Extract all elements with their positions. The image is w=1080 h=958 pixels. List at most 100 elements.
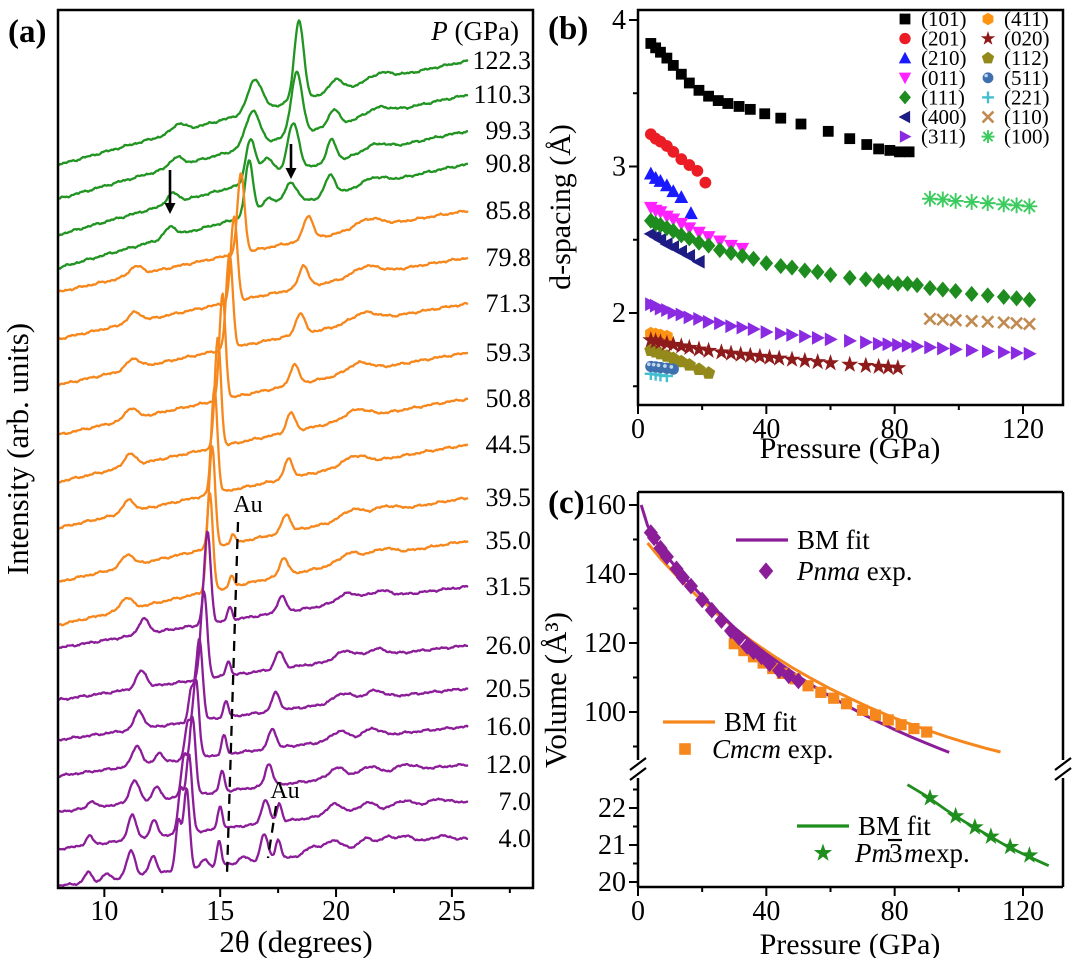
b-x-tick-40: 40 (752, 414, 780, 445)
xrd-curve-44.5 (59, 386, 469, 530)
point-(020) (672, 337, 690, 354)
point-(311) (901, 338, 915, 353)
point-(311) (982, 344, 995, 359)
legend-pnma-fit-label: BM fit (797, 525, 870, 555)
point-(112) (702, 366, 716, 379)
c-y-tick-160: 160 (584, 490, 626, 521)
point-(111) (900, 275, 915, 292)
panel-a-frame (56, 8, 535, 890)
point-(311) (811, 331, 825, 345)
point-(210) (659, 178, 674, 192)
xrd-curve-79.8 (59, 215, 469, 340)
point-(020) (879, 358, 897, 375)
point-(111) (891, 275, 905, 292)
point-(111) (923, 280, 937, 297)
pressure-label-7.0: 7.0 (499, 787, 532, 816)
point-(311) (1023, 346, 1037, 361)
au-guideline-1 (225, 521, 240, 875)
series-(101) (645, 38, 915, 158)
pressure-label-35.0: 35.0 (486, 526, 532, 555)
x-tick-label-20: 20 (322, 896, 350, 927)
point-(100) (1008, 197, 1025, 214)
axis-break-icon (1054, 757, 1072, 771)
point-(020) (712, 343, 730, 360)
point-(111) (773, 258, 788, 275)
legend-marker-(210)-icon (898, 51, 912, 64)
pnma-point (675, 569, 690, 586)
series-(311) (645, 297, 1037, 361)
point-(311) (675, 307, 689, 322)
legend-item-(111): (111) (899, 85, 965, 109)
pnma-point (732, 629, 747, 647)
legend-marker-(411)-icon (982, 12, 994, 26)
b-y-tick-3: 3 (612, 152, 626, 183)
xrd-curve-122.3 (59, 19, 469, 167)
series-(511) (645, 360, 679, 375)
point-(101) (822, 125, 834, 137)
point-(111) (759, 255, 774, 272)
series-(110) (923, 312, 1036, 331)
point-(100) (995, 196, 1012, 213)
point-(101) (703, 90, 714, 102)
point-(111) (996, 288, 1011, 305)
xrd-curve-26.0 (59, 590, 469, 701)
xrd-curve-85.8 (59, 172, 469, 293)
point-(111) (1022, 291, 1037, 308)
point-(011) (682, 222, 697, 236)
point-(210) (674, 190, 689, 203)
pressure-header: P (GPa) (430, 16, 519, 46)
au-label-1: Au (233, 492, 262, 518)
svg-text:exp.: exp. (924, 838, 970, 868)
pnma-exp-points (643, 524, 806, 690)
legend-marker-(112)-icon (981, 51, 995, 64)
point-(101) (844, 133, 856, 145)
cmcm-point (895, 719, 907, 731)
point-(101) (693, 84, 705, 96)
legend-label-(020): (020) (1004, 27, 1050, 51)
point-(210) (666, 184, 681, 198)
cmcm-point (908, 722, 920, 735)
point-(400) (691, 254, 705, 269)
point-(020) (722, 344, 740, 361)
point-(101) (661, 52, 673, 64)
panel-a: 122.3 110.3 99.3 90.8 85.8 79.8 71.3 59.3 50.8 44… (0, 8, 535, 958)
point-(311) (844, 333, 857, 348)
cmcm-point (802, 680, 814, 692)
b-y-tick-4: 4 (612, 5, 626, 36)
point-(111) (935, 281, 950, 298)
point-(020) (841, 355, 859, 372)
pnma-point (704, 601, 719, 619)
legend-item-(311): (311) (899, 125, 966, 149)
pm3m-point (946, 806, 965, 824)
transition-arrow-2-icon (285, 144, 297, 179)
legend-marker-(011)-icon (898, 72, 912, 85)
legend-item-(020): (020) (980, 27, 1050, 51)
point-(011) (666, 213, 681, 227)
panel-c-axes: 0 40 80 120 160 140 120 100 22 21 20 (584, 490, 1044, 927)
point-(110) (1010, 316, 1024, 330)
panel-label-b: (b) (548, 11, 589, 47)
panel-c-x-label: Pressure (GPa) (760, 928, 941, 958)
point-(100) (1021, 198, 1038, 215)
point-(111) (810, 263, 825, 281)
point-(020) (783, 350, 801, 367)
legend-label-(411): (411) (1004, 7, 1049, 31)
panel-c-frame (629, 490, 1072, 889)
cmcm-point (882, 714, 894, 726)
pm3m-point (982, 827, 1000, 844)
point-(111) (910, 277, 924, 294)
point-(311) (760, 325, 774, 339)
xrd-curve-12.0 (59, 715, 469, 813)
legend-label-(011): (011) (921, 66, 966, 90)
xrd-curve-50.8 (59, 336, 469, 484)
point-(110) (923, 312, 937, 326)
point-(311) (892, 338, 906, 352)
pressure-label-44.5: 44.5 (486, 430, 532, 459)
point-(201) (691, 165, 704, 177)
legend-item-(101): (101) (899, 7, 967, 31)
point-(112) (692, 362, 706, 375)
panel-c: 0 40 80 120 160 140 120 100 22 21 20 Pressure (GPa)… (538, 490, 1072, 958)
c-y-tick-140: 140 (584, 559, 626, 590)
